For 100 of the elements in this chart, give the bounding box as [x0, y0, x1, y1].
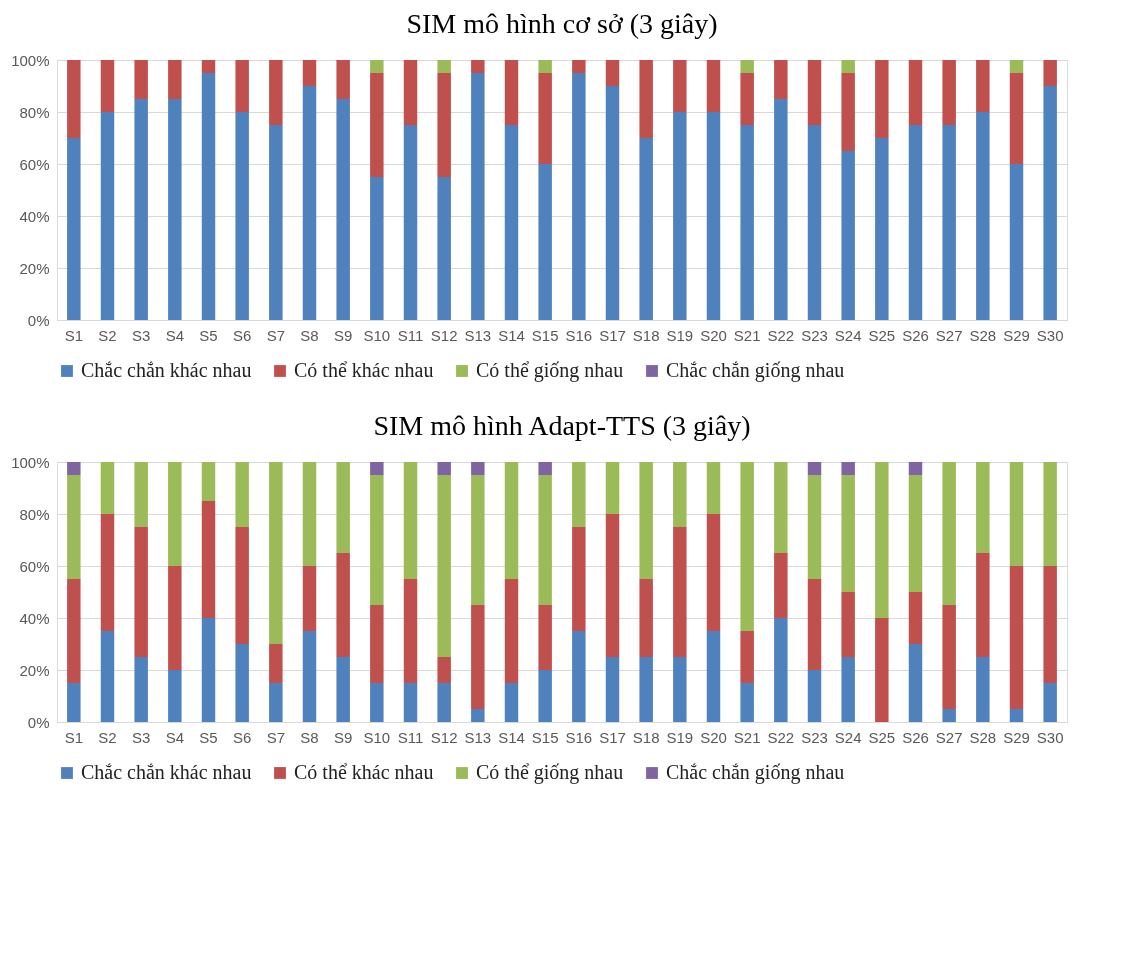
x-tick-label: S12: [430, 326, 458, 344]
bar: [875, 462, 889, 618]
bar: [302, 631, 317, 722]
bar: [471, 60, 485, 73]
bar: [572, 73, 586, 320]
bar: [706, 462, 721, 514]
bar: [538, 605, 552, 670]
bar: [740, 60, 754, 73]
bar: [673, 462, 687, 527]
bar: [639, 60, 653, 138]
bar: [437, 73, 451, 177]
bar: [841, 592, 855, 657]
bar: [269, 60, 283, 125]
y-tick-label: 100%: [11, 453, 50, 471]
x-tick-label: S25: [868, 326, 896, 344]
bar: [201, 60, 216, 73]
bar: [673, 657, 687, 722]
bar: [1009, 709, 1024, 722]
bar: [370, 73, 384, 177]
x-tick-label: S11: [397, 728, 424, 746]
bar: [168, 462, 182, 566]
x-tick-label: S15: [531, 326, 559, 344]
bar: [504, 125, 519, 320]
bar: [1043, 566, 1057, 683]
x-tick-label: S30: [1036, 728, 1064, 746]
x-tick-label: S17: [599, 728, 626, 746]
bar: [471, 605, 485, 709]
bar: [100, 462, 115, 514]
bar: [100, 112, 115, 320]
bar: [908, 60, 923, 125]
bar: [370, 177, 384, 320]
x-tick-label: S21: [733, 326, 761, 344]
bar: [605, 462, 620, 514]
bar: [235, 60, 249, 112]
bar: [706, 514, 721, 631]
bar: [976, 112, 990, 320]
bar: [706, 631, 721, 722]
bar: [1009, 164, 1024, 320]
bar: [807, 125, 822, 320]
bar: [168, 99, 182, 320]
x-tick-label: S4: [165, 728, 185, 746]
bar: [302, 462, 317, 566]
bar: [269, 125, 283, 320]
x-tick-label: S2: [98, 728, 117, 746]
bar: [269, 462, 283, 644]
bar: [875, 138, 889, 320]
bar: [437, 683, 451, 722]
bar: [942, 462, 956, 605]
legend-label: Chắc chắn khác nhau: [81, 761, 252, 783]
bar: [370, 462, 384, 475]
bar: [942, 125, 956, 320]
bar: [370, 60, 384, 73]
x-tick-label: S19: [666, 326, 694, 344]
bar: [235, 462, 249, 527]
bar: [437, 462, 451, 475]
bar: [807, 60, 822, 125]
x-tick-label: S4: [165, 326, 185, 344]
bar: [976, 553, 990, 657]
bar: [235, 112, 249, 320]
y-tick-label: 60%: [19, 155, 50, 173]
bar: [841, 151, 855, 320]
bar: [1009, 462, 1024, 566]
bar: [370, 683, 384, 722]
bar: [370, 475, 384, 605]
x-tick-label: S20: [700, 326, 727, 344]
bar: [942, 605, 956, 709]
bar: [336, 462, 350, 553]
y-tick-label: 0%: [27, 311, 50, 329]
bar: [807, 462, 822, 475]
x-tick-label: S6: [232, 728, 252, 746]
bar: [168, 566, 182, 670]
bar: [336, 553, 350, 657]
x-tick-label: S2: [98, 326, 117, 344]
x-tick-label: S13: [464, 728, 492, 746]
x-tick-label: S26: [902, 728, 929, 746]
bar: [774, 553, 788, 618]
x-tick-label: S27: [935, 728, 963, 746]
bar: [605, 60, 620, 86]
bar: [437, 60, 451, 73]
bar: [774, 99, 788, 320]
bar: [774, 618, 788, 722]
bar: [67, 579, 81, 683]
bar: [1009, 566, 1024, 709]
bar: [841, 60, 855, 73]
bar: [269, 644, 283, 683]
y-tick-label: 20%: [19, 661, 50, 679]
y-tick-label: 80%: [19, 505, 50, 523]
chart-title: SIM mô hình cơ sở (3 giây): [406, 8, 718, 39]
bar: [437, 177, 451, 320]
x-tick-label: S26: [902, 326, 929, 344]
bar: [673, 60, 687, 112]
y-tick-label: 0%: [27, 713, 50, 731]
bar: [1009, 60, 1024, 73]
bar: [875, 618, 889, 722]
bar: [639, 579, 653, 657]
y-tick-label: 20%: [19, 259, 50, 277]
bar: [302, 86, 317, 320]
bar: [336, 99, 350, 320]
bar: [673, 112, 687, 320]
x-tick-label: S30: [1036, 326, 1064, 344]
